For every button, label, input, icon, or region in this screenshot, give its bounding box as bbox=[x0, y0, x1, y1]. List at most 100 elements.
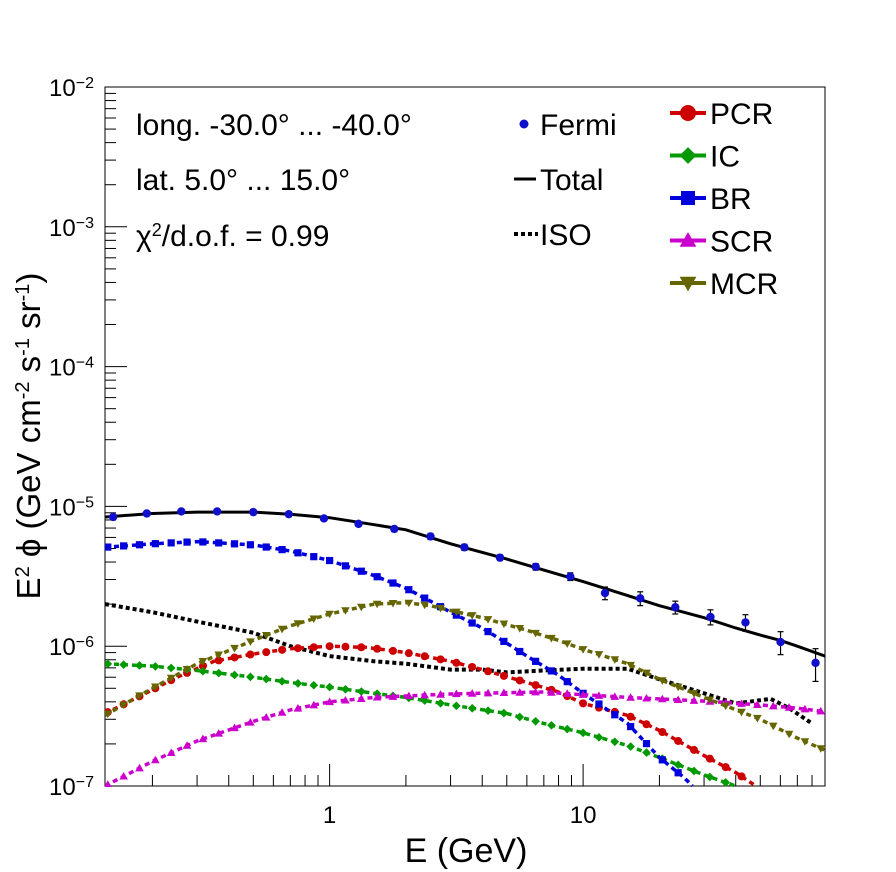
marker-mcr bbox=[515, 625, 525, 633]
marker-scr bbox=[658, 694, 667, 703]
fermi-point bbox=[706, 609, 715, 626]
y-label-sr: sr bbox=[10, 301, 47, 338]
marker-pcr bbox=[278, 645, 287, 654]
series-mcr bbox=[105, 599, 825, 753]
marker-mcr bbox=[261, 632, 271, 640]
marker-scr bbox=[151, 755, 160, 764]
marker-br bbox=[278, 546, 286, 554]
fermi-marker bbox=[531, 562, 540, 571]
marker-scr bbox=[198, 734, 208, 743]
marker-pcr bbox=[468, 662, 477, 671]
marker-pcr bbox=[452, 658, 461, 667]
marker-pcr bbox=[531, 681, 540, 690]
marker-pcr bbox=[658, 728, 667, 737]
fermi-point bbox=[811, 648, 820, 683]
legend-scr-marker bbox=[679, 232, 697, 247]
marker-pcr bbox=[262, 648, 271, 657]
marker-br bbox=[468, 619, 476, 627]
marker-br bbox=[547, 667, 556, 675]
marker-scr bbox=[531, 687, 540, 696]
marker-br bbox=[294, 549, 302, 557]
marker-scr bbox=[230, 723, 239, 732]
marker-mcr bbox=[689, 690, 699, 698]
fermi-marker bbox=[495, 553, 505, 562]
fermi-marker bbox=[776, 637, 785, 647]
marker-mcr bbox=[119, 701, 128, 710]
marker-scr bbox=[436, 690, 445, 698]
marker-mcr bbox=[356, 603, 366, 612]
fermi-marker bbox=[177, 507, 186, 516]
marker-ic bbox=[246, 672, 255, 682]
marker-mcr bbox=[753, 714, 762, 723]
marker-br bbox=[500, 637, 508, 646]
marker-pcr bbox=[246, 650, 255, 659]
legend-ic-marker bbox=[679, 147, 697, 164]
fermi-marker bbox=[390, 524, 399, 534]
marker-scr bbox=[467, 689, 477, 697]
marker-mcr bbox=[436, 604, 445, 613]
legend-mcr-label: MCR bbox=[710, 268, 778, 301]
y-label-sup2: 2 bbox=[12, 566, 34, 577]
marker-ic bbox=[105, 659, 113, 669]
marker-scr bbox=[182, 741, 192, 749]
y-tick-label: 10−7 bbox=[49, 774, 94, 802]
marker-mcr bbox=[800, 738, 810, 746]
fermi-marker bbox=[142, 509, 151, 518]
y-tick-label: 10−4 bbox=[49, 354, 94, 382]
fermi-points-layer bbox=[108, 507, 820, 683]
marker-ic bbox=[309, 680, 319, 690]
fermi-marker bbox=[108, 512, 118, 522]
marker-mcr bbox=[547, 634, 556, 643]
marker-ic bbox=[198, 666, 208, 676]
fermi-marker bbox=[319, 514, 329, 523]
marker-mcr bbox=[230, 644, 239, 653]
annotation-latitude: lat. 5.0° ... 15.0° bbox=[136, 164, 350, 197]
marker-scr bbox=[547, 688, 556, 696]
y-tick-label: 10−3 bbox=[49, 214, 94, 242]
y-label-phi: ϕ (GeV cm bbox=[10, 399, 47, 566]
marker-mcr bbox=[483, 616, 493, 624]
marker-ic bbox=[119, 660, 128, 669]
marker-scr bbox=[388, 692, 398, 700]
marker-ic bbox=[135, 661, 144, 670]
marker-ic bbox=[452, 701, 461, 711]
marker-scr bbox=[246, 718, 255, 726]
marker-br bbox=[531, 657, 540, 665]
annotation-chi2: χ2/d.o.f. = 0.99 bbox=[136, 220, 329, 253]
marker-br bbox=[563, 678, 571, 686]
marker-scr bbox=[309, 700, 319, 709]
marker-mcr bbox=[499, 620, 509, 629]
fermi-marker bbox=[249, 507, 258, 517]
fermi-point bbox=[636, 591, 645, 607]
chi2-symbol: χ bbox=[136, 220, 152, 253]
marker-mcr bbox=[816, 745, 825, 753]
y-tick-label: 10−6 bbox=[49, 634, 94, 662]
marker-ic bbox=[547, 720, 556, 730]
marker-mcr bbox=[135, 692, 144, 700]
fermi-point bbox=[531, 562, 540, 571]
fermi-point bbox=[177, 507, 186, 516]
marker-mcr bbox=[467, 612, 477, 620]
marker-pcr bbox=[357, 643, 366, 652]
marker-mcr bbox=[105, 710, 113, 719]
marker-br bbox=[642, 739, 651, 748]
marker-ic bbox=[626, 742, 635, 751]
marker-br bbox=[389, 579, 397, 587]
marker-scr bbox=[325, 697, 334, 706]
marker-mcr bbox=[626, 661, 635, 670]
marker-br bbox=[262, 543, 270, 551]
legend-iso-label: ISO bbox=[540, 219, 592, 252]
fermi-point bbox=[249, 507, 258, 517]
marker-pcr bbox=[325, 642, 334, 651]
marker-br bbox=[326, 556, 334, 565]
fermi-marker bbox=[566, 572, 575, 581]
marker-pcr bbox=[737, 772, 746, 781]
fermi-point bbox=[284, 509, 293, 519]
marker-ic bbox=[689, 766, 699, 776]
marker-scr bbox=[673, 695, 683, 704]
fermi-marker bbox=[636, 594, 645, 603]
marker-pcr bbox=[309, 643, 318, 652]
marker-scr bbox=[642, 693, 651, 702]
marker-br bbox=[516, 647, 524, 656]
